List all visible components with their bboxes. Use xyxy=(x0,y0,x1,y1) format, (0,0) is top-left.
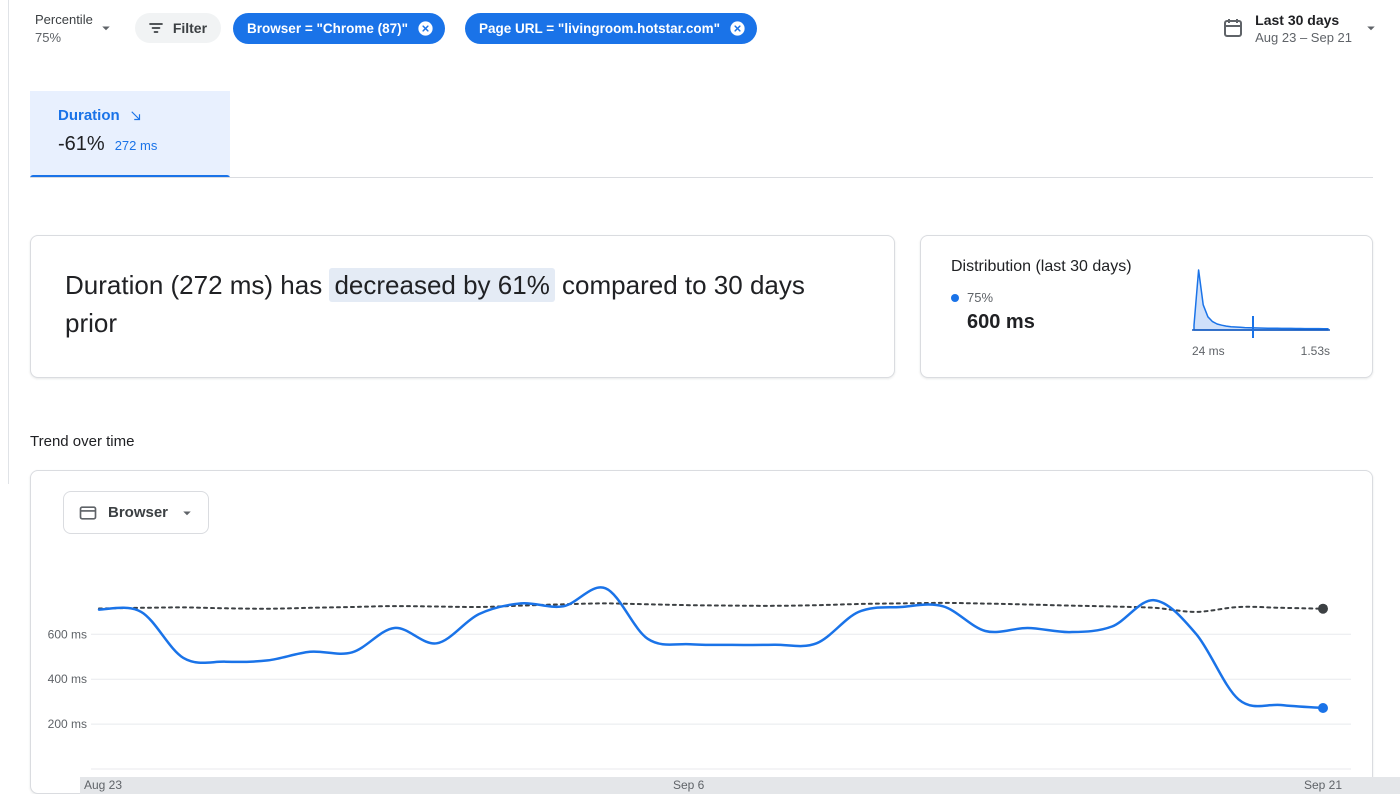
trend-down-icon xyxy=(131,110,140,120)
active-tab-indicator xyxy=(30,175,230,178)
browser-window-icon xyxy=(79,505,97,520)
divider xyxy=(8,0,9,484)
summary-sentence: Duration (272 ms) has decreased by 61% c… xyxy=(65,268,805,338)
axis-max-label: 1.53s xyxy=(1300,344,1330,358)
dropdown-label: Browser xyxy=(108,504,169,521)
distribution-card: Distribution (last 30 days) 75% 600 ms 2… xyxy=(920,235,1373,378)
chevron-down-icon xyxy=(1367,26,1375,31)
trend-chart: 200 ms 400 ms 600 ms xyxy=(48,586,1351,770)
distribution-axis: 24 ms 1.53s xyxy=(1192,344,1330,358)
svg-text:400 ms: 400 ms xyxy=(48,672,87,686)
close-icon[interactable] xyxy=(728,19,747,38)
tab-delta: -61% xyxy=(58,133,105,155)
tab-duration[interactable]: Duration -61% 272 ms xyxy=(30,91,230,178)
svg-text:600 ms: 600 ms xyxy=(48,627,87,641)
distribution-value: 600 ms xyxy=(967,311,1035,333)
summary-card: Duration (272 ms) has decreased by 61% c… xyxy=(30,235,895,378)
summary-highlight: decreased by 61% xyxy=(329,268,555,302)
date-range-selector[interactable]: Last 30 days Aug 23 – Sep 21 xyxy=(1221,12,1380,45)
divider xyxy=(30,177,1373,178)
chevron-down-icon xyxy=(102,26,110,31)
calendar-icon xyxy=(1224,19,1243,37)
filter-label: Filter xyxy=(172,20,208,36)
date-range-value: Aug 23 – Sep 21 xyxy=(1255,29,1352,45)
distribution-legend: 75% xyxy=(951,290,1372,305)
percentile-label: Percentile xyxy=(35,11,93,27)
svg-text:200 ms: 200 ms xyxy=(48,717,87,731)
chip-label: Page URL = "livingroom.hotstar.com" xyxy=(479,20,721,36)
legend-dot-icon xyxy=(951,293,959,302)
horizontal-scrollbar[interactable]: Aug 23 Sep 6 Sep 21 xyxy=(80,777,1400,794)
tab-value: 272 ms xyxy=(114,138,158,153)
trend-card: Browser 200 ms 400 ms 600 ms xyxy=(30,470,1373,794)
breakdown-dropdown[interactable]: Browser xyxy=(63,491,210,534)
percentile-selector[interactable]: Percentile 75% xyxy=(35,12,115,45)
x-axis-label: Sep 21 xyxy=(1303,778,1342,792)
filter-chip-browser[interactable]: Browser = "Chrome (87)" xyxy=(233,12,446,44)
filter-chip-page-url[interactable]: Page URL = "livingroom.hotstar.com" xyxy=(465,12,758,44)
distribution-chart: 24 ms 1.53s xyxy=(1192,258,1330,358)
chevron-down-icon xyxy=(183,511,191,515)
filter-button[interactable]: Filter xyxy=(134,13,222,43)
distribution-chart-svg xyxy=(1192,269,1330,338)
date-range-title: Last 30 days xyxy=(1255,11,1340,28)
filter-icon xyxy=(148,23,163,33)
tab-label: Duration xyxy=(58,107,120,124)
trend-section-title: Trend over time xyxy=(30,433,135,450)
chip-label: Browser = "Chrome (87)" xyxy=(247,20,409,36)
close-icon[interactable] xyxy=(416,19,435,38)
legend-label: 75% xyxy=(967,290,994,305)
distribution-title: Distribution (last 30 days) xyxy=(951,258,1132,275)
x-axis-label: Aug 23 xyxy=(84,778,123,792)
x-axis-label: Sep 6 xyxy=(673,778,705,792)
toolbar: Percentile 75% Filter Browser = "Chrome … xyxy=(0,0,1400,56)
axis-min-label: 24 ms xyxy=(1192,344,1225,358)
percentile-value: 75% xyxy=(35,29,62,45)
